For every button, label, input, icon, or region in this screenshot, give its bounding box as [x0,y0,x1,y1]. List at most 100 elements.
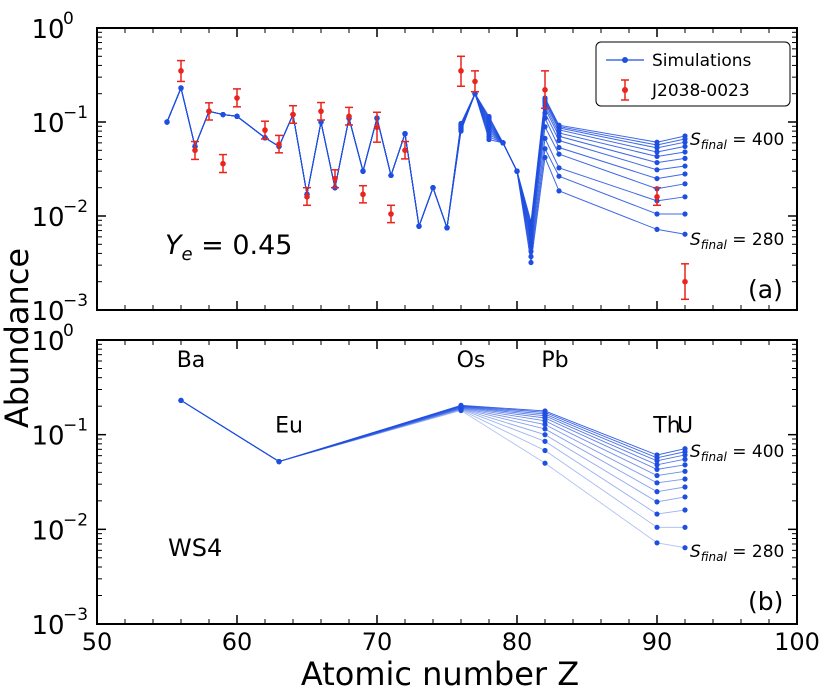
y-tick-label: 10 [31,15,64,45]
y-tick-exponent: −2 [63,510,88,530]
element-label-u: U [677,414,693,439]
x-tick-label: 100 [774,628,820,656]
simulation-point [654,167,660,173]
simulation-point [528,259,534,266]
legend-simulation-marker [622,57,628,63]
simulation-point [360,168,366,174]
y-tick-exponent: −3 [63,291,88,311]
y-tick-exponent: 0 [63,9,74,29]
simulation-line [180,400,685,528]
y-tick-label: 10 [31,297,64,327]
simulation-point [654,175,660,182]
simulation-point [528,219,534,225]
x-tick-label: 90 [642,628,673,656]
simulation-point [430,185,436,191]
ye-annotation: Ye = 0.45 [165,230,292,265]
simulation-point [528,240,534,246]
simulation-point [528,248,534,255]
observation-point [234,95,240,101]
observation-point [220,160,226,167]
simulation-point [682,211,688,217]
x-tick-label: 60 [222,628,253,656]
simulation-point [654,489,660,495]
simulation-point [682,194,688,200]
simulation-point [682,468,688,474]
simulation-line [180,400,686,463]
observation-point [458,68,464,74]
x-axis-ticks: 50 60 70 80 90 100 [82,628,820,656]
simulation-point [654,139,660,145]
simulation-point [542,447,548,454]
simulation-point [542,460,548,466]
simulation-point [556,165,562,171]
simulation-point [682,149,688,155]
simulation-point [682,181,688,187]
simulation-point [682,133,688,139]
simulation-line [180,400,686,549]
observation-point [388,211,394,217]
simulation-point [654,466,660,472]
panel-b-label: (b) [748,587,783,616]
simulation-point [682,231,688,237]
simulation-point [654,524,660,530]
x-axis-label: Atomic number Z [301,655,579,692]
simulation-point [444,225,450,231]
simulation-point [654,472,660,479]
simulation-point [682,545,688,551]
legend-box [595,41,791,107]
legend-simulation-label: Simulations [652,51,752,71]
observation-point [654,194,660,200]
y-tick-exponent: −1 [63,103,88,123]
simulation-point [654,211,660,217]
simulation-point [500,140,506,146]
observation-point [542,87,548,93]
s-final-top-label: Sfinal = 400 [690,442,784,464]
x-tick-label: 70 [362,628,393,656]
y-tick-label: 10 [31,611,64,641]
simulation-point [486,113,492,120]
simulation-point [458,402,464,408]
observation-point [192,147,198,154]
simulation-point [654,153,660,160]
simulation-point [514,168,520,174]
y-tick-label: 10 [31,109,64,139]
observation-point [206,108,212,115]
y-axis-label: Abundance [0,248,36,428]
simulation-point [654,159,660,166]
simulation-point [556,122,562,128]
simulation-point [682,155,688,161]
element-label-th: Th [652,414,680,439]
simulation-point [542,426,548,432]
simulation-point [164,119,170,125]
simulation-point [682,171,688,177]
simulation-point [682,476,688,482]
panel-a-label: (a) [748,275,783,304]
simulation-point [178,397,184,404]
y-tick-label: 10 [31,203,64,233]
legend: Simulations J2038-0023 [595,41,791,107]
simulation-point [402,131,408,137]
element-label-pb: Pb [541,348,568,373]
observation-point [472,78,478,85]
simulation-point [682,456,688,462]
simulation-point [654,149,660,155]
y-tick-exponent: −2 [63,197,88,217]
simulation-line [180,400,686,466]
s-final-top-label: Sfinal = 400 [690,130,784,152]
simulation-point [220,111,226,118]
simulation-point [654,499,660,505]
simulation-line [180,400,686,515]
legend-observation-marker [622,87,628,93]
simulation-point [528,244,534,250]
simulation-line [166,86,686,228]
simulation-point [276,458,282,465]
simulation-line [166,86,686,252]
simulation-line [166,86,686,243]
simulation-line [180,400,686,477]
simulation-line [166,86,686,240]
simulation-point [654,480,660,486]
observation-point [402,147,408,154]
